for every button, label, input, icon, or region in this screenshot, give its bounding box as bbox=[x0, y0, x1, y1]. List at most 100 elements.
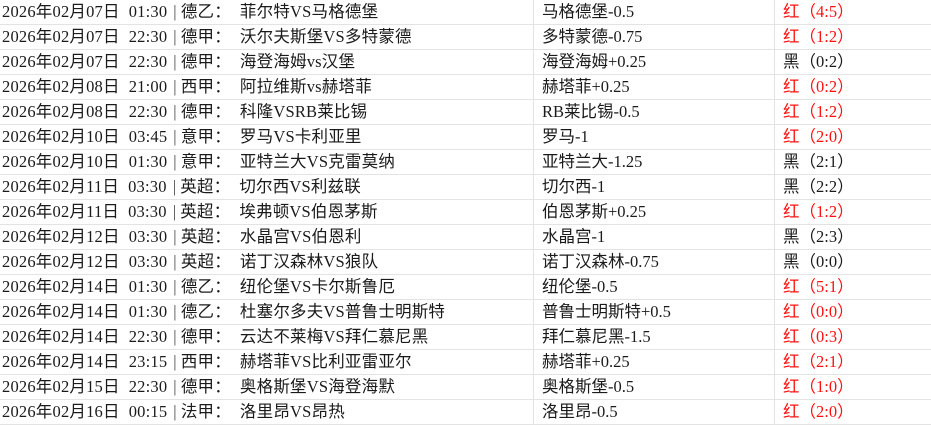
match-teams: 阿拉维斯vs赫塔菲 bbox=[231, 77, 372, 96]
match-teams: 纽伦堡VS卡尔斯鲁厄 bbox=[231, 277, 395, 296]
match-teams: 赫塔菲VS比利亚雷亚尔 bbox=[231, 352, 412, 371]
status-badge: 红 bbox=[783, 202, 800, 221]
result-score: （2:0） bbox=[800, 402, 854, 421]
result-score: （0:0） bbox=[800, 252, 854, 271]
result-cell: 黑（0:0） bbox=[775, 250, 931, 275]
result-score: （4:5） bbox=[800, 2, 854, 21]
league-name: 英超： bbox=[181, 227, 231, 246]
league-name: 德乙： bbox=[181, 302, 231, 321]
match-time: 23:15 bbox=[120, 352, 168, 371]
field-separator: | bbox=[167, 77, 181, 96]
field-separator: | bbox=[167, 127, 181, 146]
status-badge: 黑 bbox=[783, 177, 800, 196]
league-name: 英超： bbox=[181, 252, 231, 271]
status-badge: 红 bbox=[783, 27, 800, 46]
result-cell: 红（5:1） bbox=[775, 275, 931, 300]
status-badge: 红 bbox=[783, 352, 800, 371]
league-name: 德乙： bbox=[181, 2, 231, 21]
match-time: 01:30 bbox=[120, 277, 168, 296]
match-date: 2026年02月16日 bbox=[2, 402, 120, 421]
handicap-cell: 多特蒙德-0.75 bbox=[534, 25, 775, 50]
result-cell: 红（0:0） bbox=[775, 300, 931, 325]
result-cell: 黑（2:1） bbox=[775, 150, 931, 175]
field-separator: | bbox=[167, 252, 181, 271]
result-score: （5:1） bbox=[800, 277, 854, 296]
handicap-cell: 海登海姆+0.25 bbox=[534, 50, 775, 75]
match-date: 2026年02月08日 bbox=[2, 77, 120, 96]
field-separator: | bbox=[167, 352, 181, 371]
result-score: （0:2） bbox=[800, 52, 854, 71]
match-teams: 诺丁汉森林VS狼队 bbox=[231, 252, 378, 271]
result-score: （2:3） bbox=[800, 227, 854, 246]
match-time: 22:30 bbox=[120, 102, 168, 121]
match-time: 22:30 bbox=[120, 327, 168, 346]
result-score: （2:1） bbox=[800, 152, 854, 171]
field-separator: | bbox=[167, 227, 181, 246]
status-badge: 红 bbox=[783, 402, 800, 421]
match-time: 22:30 bbox=[120, 377, 168, 396]
field-separator: | bbox=[167, 202, 181, 221]
status-badge: 红 bbox=[783, 102, 800, 121]
field-separator: | bbox=[167, 177, 181, 196]
handicap-cell: 亚特兰大-1.25 bbox=[534, 150, 775, 175]
result-score: （1:2） bbox=[800, 202, 854, 221]
league-name: 英超： bbox=[180, 202, 230, 221]
field-separator: | bbox=[167, 102, 181, 121]
league-name: 意甲： bbox=[181, 127, 231, 146]
league-name: 意甲： bbox=[181, 152, 231, 171]
result-score: （0:2） bbox=[800, 77, 854, 96]
handicap-cell: 诺丁汉森林-0.75 bbox=[534, 250, 775, 275]
status-badge: 红 bbox=[783, 2, 800, 21]
match-date: 2026年02月07日 bbox=[2, 2, 120, 21]
match-teams: 切尔西VS利兹联 bbox=[230, 177, 361, 196]
match-teams: 水晶宫VS伯恩利 bbox=[231, 227, 362, 246]
result-cell: 黑（2:2） bbox=[775, 175, 931, 200]
status-badge: 红 bbox=[783, 77, 800, 96]
match-teams: 沃尔夫斯堡VS多特蒙德 bbox=[231, 27, 412, 46]
match-date: 2026年02月07日 bbox=[2, 27, 120, 46]
match-date: 2026年02月14日 bbox=[2, 327, 120, 346]
match-time: 22:30 bbox=[120, 27, 168, 46]
handicap-cell: 赫塔菲+0.25 bbox=[534, 350, 775, 375]
status-badge: 红 bbox=[783, 377, 800, 396]
match-teams: 埃弗顿VS伯恩茅斯 bbox=[230, 202, 377, 221]
match-time: 21:00 bbox=[120, 77, 168, 96]
handicap-cell: 赫塔菲+0.25 bbox=[534, 75, 775, 100]
status-badge: 黑 bbox=[783, 227, 800, 246]
handicap-cell: 洛里昂-0.5 bbox=[534, 400, 775, 425]
result-cell: 红（2:0） bbox=[775, 400, 931, 425]
field-separator: | bbox=[167, 277, 181, 296]
match-date: 2026年02月11日 bbox=[2, 177, 119, 196]
field-separator: | bbox=[167, 402, 181, 421]
handicap-cell: 拜仁慕尼黑-1.5 bbox=[534, 325, 775, 350]
result-cell: 红（0:3） bbox=[775, 325, 931, 350]
result-score: （0:3） bbox=[800, 327, 854, 346]
result-score: （1:2） bbox=[800, 27, 854, 46]
league-name: 德甲： bbox=[181, 327, 231, 346]
match-date: 2026年02月08日 bbox=[2, 102, 120, 121]
